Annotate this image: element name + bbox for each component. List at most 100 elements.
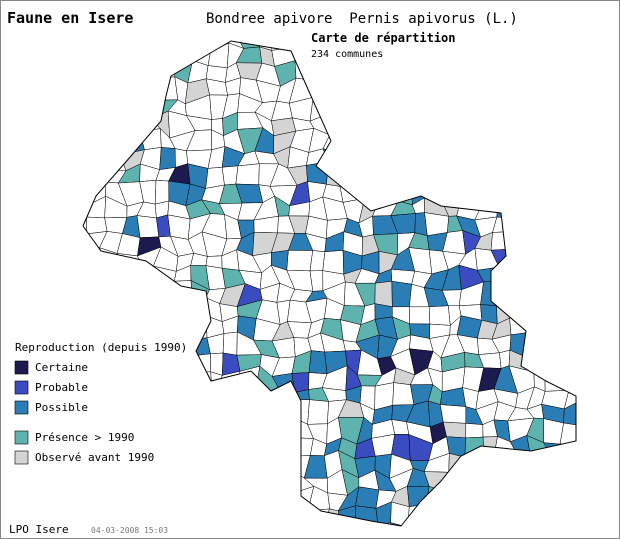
commune (458, 522, 479, 526)
commune (133, 355, 159, 369)
commune (272, 436, 298, 457)
commune (480, 281, 501, 306)
commune (184, 519, 212, 526)
commune (579, 27, 600, 47)
commune (544, 229, 570, 256)
commune (491, 116, 512, 133)
commune (490, 231, 515, 251)
commune (439, 503, 468, 525)
commune (135, 388, 162, 410)
commune (83, 66, 89, 83)
commune (291, 389, 310, 400)
commune (86, 265, 110, 283)
commune (151, 298, 178, 318)
commune (189, 371, 213, 388)
commune (547, 503, 567, 525)
date: 04-03-2008 15:03 (91, 526, 168, 535)
commune (440, 519, 468, 526)
commune (410, 61, 432, 88)
commune (83, 41, 87, 51)
commune (221, 165, 239, 186)
commune (104, 112, 124, 138)
commune (464, 456, 485, 478)
commune (558, 332, 576, 360)
commune (186, 405, 213, 427)
commune (541, 44, 563, 67)
commune (186, 488, 212, 513)
commune (320, 520, 344, 526)
commune (440, 490, 465, 511)
commune (513, 248, 531, 267)
commune (203, 468, 228, 489)
commune (498, 161, 519, 182)
commune (254, 503, 281, 526)
commune (83, 167, 92, 187)
commune (136, 317, 153, 341)
commune (83, 196, 89, 220)
commune (524, 502, 553, 525)
commune (546, 332, 561, 359)
commune (83, 251, 91, 273)
commune (512, 196, 532, 220)
commune (581, 438, 603, 452)
commune (575, 371, 576, 392)
commune (136, 399, 156, 419)
commune (154, 179, 170, 205)
commune (207, 42, 230, 69)
commune (241, 424, 260, 441)
commune (83, 519, 90, 526)
commune (439, 179, 462, 201)
commune (546, 111, 568, 138)
commune (204, 421, 225, 445)
commune (510, 94, 533, 122)
commune (237, 390, 256, 411)
commune (306, 520, 326, 526)
commune (119, 468, 144, 496)
commune (457, 144, 481, 169)
commune (133, 95, 159, 120)
commune (220, 453, 244, 470)
commune (463, 467, 480, 496)
commune (424, 150, 445, 168)
commune (171, 519, 188, 526)
commune (151, 316, 176, 341)
commune (463, 44, 479, 69)
commune (546, 454, 566, 477)
commune (355, 78, 379, 102)
commune (277, 519, 292, 526)
commune (306, 508, 331, 526)
commune (211, 385, 230, 411)
commune (272, 455, 298, 478)
commune (474, 474, 498, 492)
commune (581, 115, 602, 132)
commune (107, 63, 125, 79)
commune (85, 63, 109, 81)
commune (339, 520, 364, 526)
commune (531, 80, 547, 104)
commune (354, 112, 378, 136)
commune (563, 98, 576, 116)
commune (409, 306, 431, 325)
commune (101, 501, 127, 525)
commune (169, 301, 193, 326)
commune (578, 402, 593, 426)
commune (322, 148, 342, 166)
commune (581, 95, 602, 121)
commune (186, 477, 211, 495)
commune (525, 41, 547, 53)
commune (511, 231, 535, 252)
commune (275, 503, 292, 526)
commune (107, 52, 125, 65)
commune (271, 416, 293, 438)
commune (306, 161, 329, 185)
title: Faune en Isere (7, 9, 133, 27)
commune (252, 406, 275, 428)
legend-title: Reproduction (depuis 1990) (15, 341, 187, 354)
commune (286, 250, 314, 272)
commune (524, 184, 547, 205)
commune (439, 113, 463, 139)
commune (490, 519, 516, 526)
commune (120, 280, 137, 309)
commune (174, 42, 195, 66)
commune (392, 86, 417, 96)
